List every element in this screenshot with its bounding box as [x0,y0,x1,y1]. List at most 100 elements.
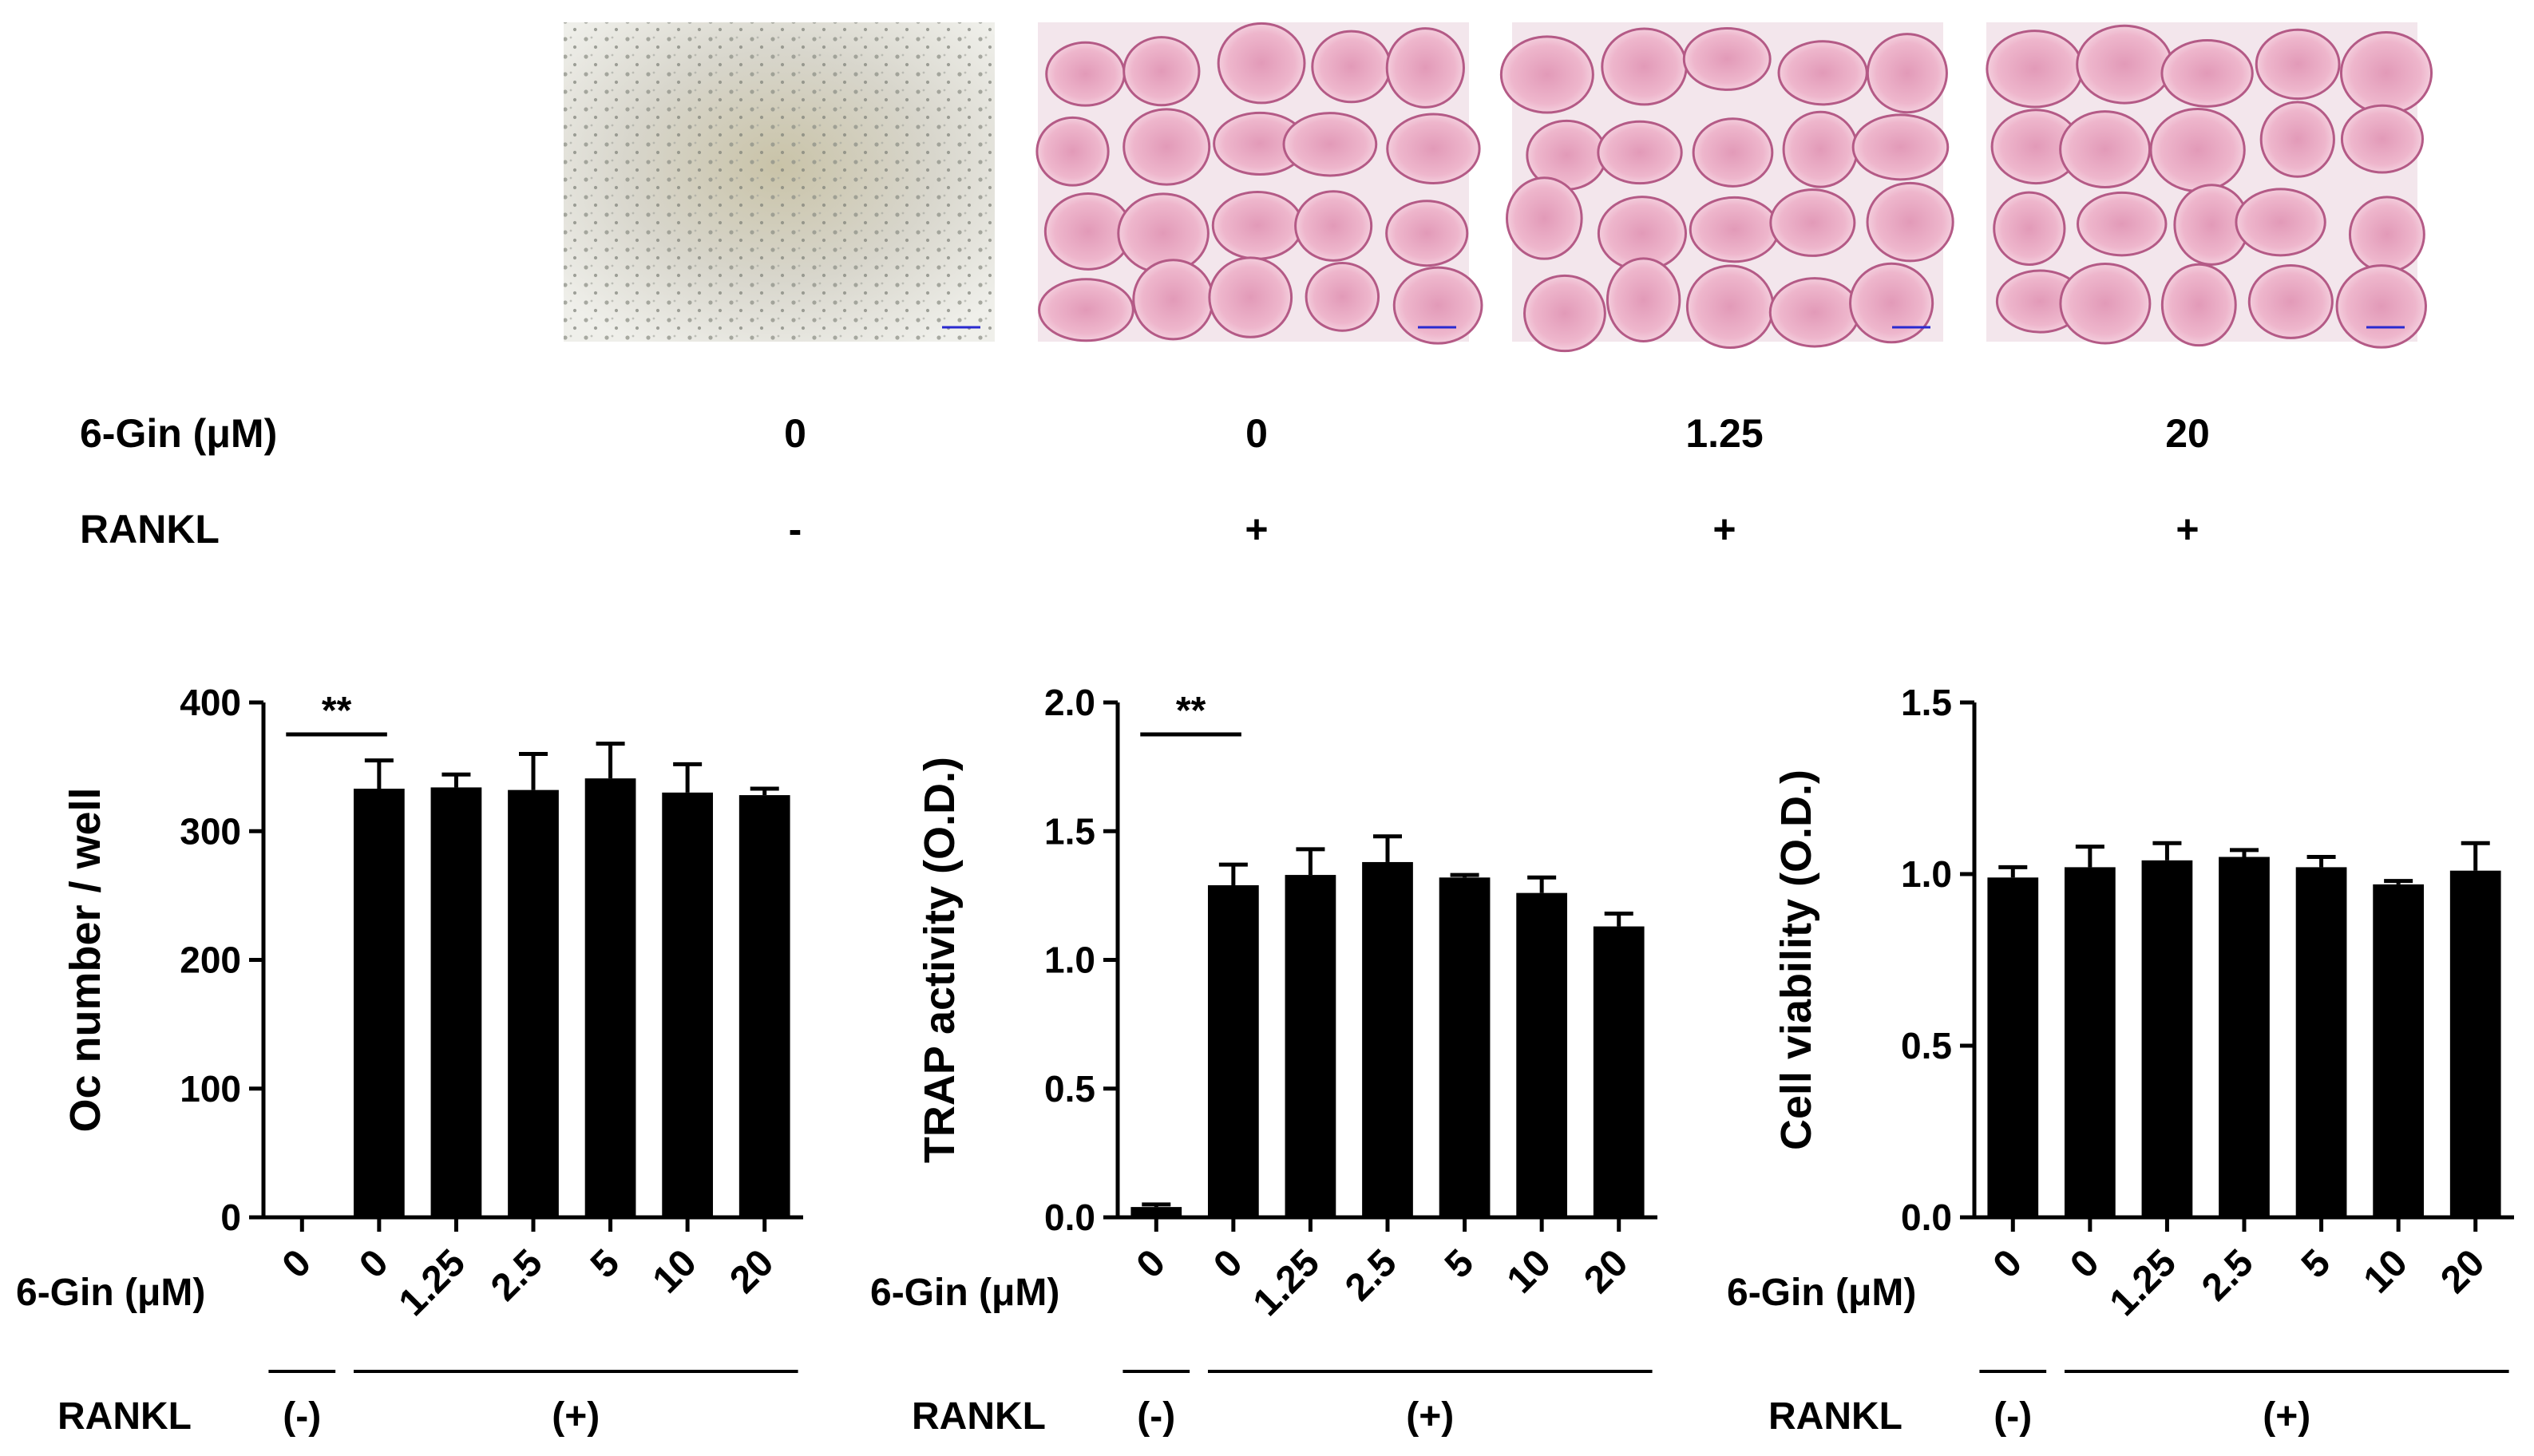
osteoclast-cell [2059,262,2152,345]
rankl-neg-label: (-) [283,1395,321,1438]
x-tick-label: 20 [722,1241,782,1301]
rankl-pos-label: (+) [2263,1395,2310,1438]
x-tick-label: 2.5 [1337,1241,1405,1309]
rankl-pos-label: (+) [1406,1395,1454,1438]
y-tick-label: 100 [180,1068,241,1110]
y-tick-label: 1.0 [1901,853,1952,895]
bar [2295,867,2347,1217]
bar [1516,892,1568,1217]
osteoclast-cell [1993,191,2066,266]
osteoclast-cell [1122,108,1211,186]
x-tick-label: 1.25 [391,1241,474,1324]
y-axis-label: TRAP activity (O.D.) [916,757,964,1163]
micrograph-trap-0 [1035,22,1483,345]
x-tick-label: 0 [275,1241,319,1286]
bar [2064,867,2116,1217]
osteoclast-cell [1208,256,1293,338]
osteoclast-cell [2160,263,2237,347]
bar [2373,884,2425,1217]
osteoclast-cell [1282,112,1378,177]
y-tick-label: 0.5 [1901,1025,1952,1066]
significance-marker: ** [1176,690,1206,732]
osteoclast-cell [1986,30,2084,109]
y-tick-label: 0.5 [1044,1068,1095,1110]
bar [1987,877,2039,1217]
y-tick-label: 400 [180,682,241,723]
osteoclast-cell [1866,181,1954,263]
osteoclast-cell [1386,113,1481,185]
osteoclast-cell [1035,116,1110,187]
bar [1362,861,1413,1217]
osteoclast-cell [1685,264,1775,350]
x-tick-label: 0 [1129,1241,1174,1286]
osteoclast-cell [1506,176,1583,260]
osteoclast-cell [1499,35,1594,114]
x-tick-label: 2.5 [2194,1241,2262,1309]
bar [1285,875,1336,1217]
bar [2219,857,2270,1217]
x-tick-label: 5 [583,1241,628,1286]
bar [353,789,405,1217]
rankl-neg-label: (-) [1137,1395,1175,1438]
osteoclast-cell [2339,31,2433,115]
rankl-pos-label: (+) [552,1395,600,1438]
osteoclast-cell [1045,41,1126,107]
osteoclast-cell [1132,259,1214,341]
x-tick-label: 0 [1986,1241,2030,1286]
osteoclast-cell [1217,22,1306,105]
osteoclast-cell [1866,33,1948,114]
osteoclast-cell [2076,24,2173,105]
osteoclast-cell [1597,120,1683,185]
y-tick-label: 0.0 [1901,1197,1952,1238]
rankl-label: RANKL [912,1395,1046,1438]
micro-rankl-label: RANKL [80,507,220,552]
x-tick-label: 10 [1499,1241,1559,1301]
osteoclast-cell [1385,200,1469,267]
osteoclast-cell [2335,264,2427,349]
x-tick-label: 10 [2356,1241,2416,1301]
rankl-neg-label: (-) [1994,1395,2032,1438]
rankl-label: RANKL [1768,1395,1902,1438]
osteoclast-cell [1768,277,1861,348]
y-tick-label: 1.5 [1901,682,1952,723]
bar [2449,870,2501,1217]
bar [1130,1207,1182,1217]
osteoclast-cell [2149,108,2246,192]
y-tick-label: 300 [180,810,241,852]
osteoclast-cell [1692,117,1774,188]
osteoclast-cell [2340,104,2424,174]
bar [738,795,790,1217]
micro-gin-value: 0 [1245,411,1268,456]
osteoclast-cell [1851,113,1950,181]
x-tick-label: 1.25 [2102,1241,2185,1324]
micro-gin-value: 1.25 [1685,411,1763,456]
x-tick-label: 5 [2294,1241,2338,1286]
osteoclast-cell [1682,27,1772,91]
osteoclast-cell [1385,27,1465,109]
bar [1593,926,1645,1217]
osteoclast-cell [2348,196,2425,274]
osteoclast-cell [1782,110,1859,188]
x-tick-label: 10 [645,1241,705,1301]
osteoclast-cell [1769,188,1856,257]
y-tick-label: 200 [180,940,241,981]
micro-gin-value: 20 [2165,411,2210,456]
osteoclast-cell [1038,278,1134,342]
x-tick-label: 20 [1576,1241,1636,1301]
micro-gin-value: 0 [784,411,806,456]
osteoclast-cell [1392,266,1483,345]
micrograph-unstained [564,22,995,342]
osteoclast-cell [1606,257,1681,343]
osteoclast-cell [2259,101,2335,178]
osteoclast-cell [2247,263,2334,339]
x-tick-label: 0 [2062,1241,2107,1286]
osteoclast-cell [1211,190,1304,260]
bar [584,778,636,1217]
y-tick-label: 2.0 [1044,682,1095,723]
osteoclast-cell [2077,191,2168,257]
x-tick-label: 20 [2433,1241,2492,1301]
x-tick-label: 5 [1437,1241,1482,1286]
osteoclast-cell [2059,110,2152,189]
